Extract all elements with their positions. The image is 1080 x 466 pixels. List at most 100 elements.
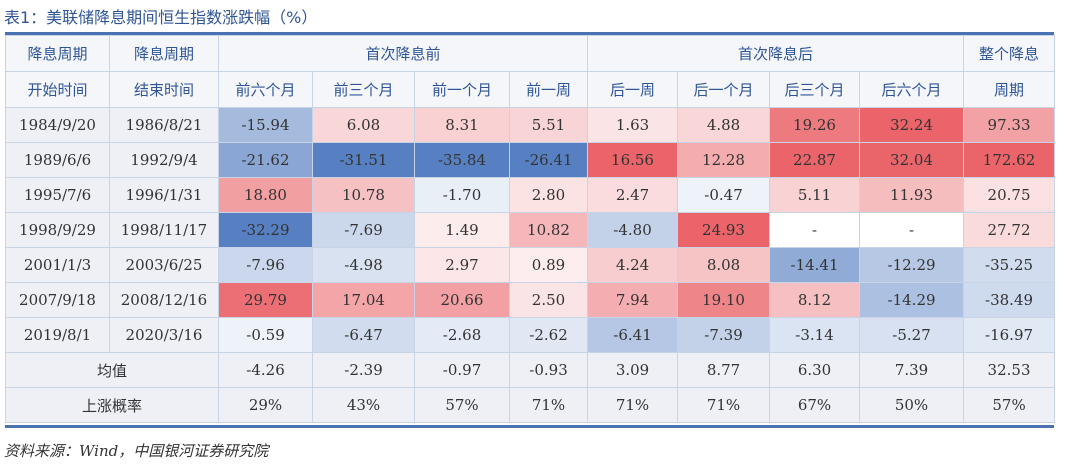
- header-before-group: 首次降息前: [217, 35, 589, 72]
- value-cell: 2.47: [587, 177, 679, 213]
- value-cell: -35.25: [963, 247, 1056, 283]
- header-before-1w: 前一周: [508, 71, 589, 108]
- summary-value-cell: 3.09: [587, 352, 679, 388]
- value-cell: 11.93: [859, 177, 965, 213]
- value-cell: -4.98: [312, 247, 415, 283]
- value-cell: 8.12: [769, 282, 861, 318]
- header-after-1m: 后一个月: [677, 71, 771, 108]
- data-table: 降息周期 降息周期 首次降息前 首次降息后 整个降息 开始时间 结束时间 前六个…: [5, 35, 1056, 423]
- value-cell: 2.50: [508, 282, 589, 318]
- value-cell: -38.49: [963, 282, 1056, 318]
- value-cell: -1.70: [414, 177, 510, 213]
- table-title: 表1：美联储降息期间恒生指数涨跌幅（%）: [4, 8, 318, 27]
- value-cell: -4.80: [587, 212, 679, 248]
- value-cell: 17.04: [312, 282, 415, 318]
- value-cell: -2.62: [508, 317, 589, 353]
- table-row: 1995/7/6 1996/1/31 18.80 10.78 -1.70 2.80 2.47…: [5, 177, 1056, 213]
- value-cell: 5.51: [508, 107, 589, 143]
- summary-value-cell: 57%: [414, 387, 510, 423]
- source-note: 资料来源：Wind，中国银河证券研究院: [4, 442, 269, 460]
- value-cell: 0.89: [508, 247, 589, 283]
- value-cell: -6.47: [312, 317, 415, 353]
- end-date-cell: 1996/1/31: [109, 177, 219, 213]
- value-cell: 32.04: [859, 142, 965, 178]
- summary-value-cell: 67%: [769, 387, 861, 423]
- value-cell: -5.27: [859, 317, 965, 353]
- value-cell: -16.97: [963, 317, 1056, 353]
- value-cell: -32.29: [218, 212, 313, 248]
- value-cell: 4.88: [677, 107, 771, 143]
- value-cell: -2.68: [414, 317, 510, 353]
- start-date-cell: 2007/9/18: [5, 282, 110, 318]
- summary-value-cell: -4.26: [218, 352, 313, 388]
- table-row: 2019/8/1 2020/3/16 -0.59 -6.47 -2.68 -2.62 -6.…: [5, 317, 1056, 353]
- value-cell: 8.08: [677, 247, 771, 283]
- table-row: 2007/9/18 2008/12/16 29.79 17.04 20.66 2.50 7.…: [5, 282, 1056, 318]
- value-cell: 24.93: [677, 212, 771, 248]
- summary-value-cell: 50%: [859, 387, 965, 423]
- summary-value-cell: -0.93: [508, 352, 589, 388]
- end-date-cell: 1992/9/4: [109, 142, 219, 178]
- value-cell: 1.63: [587, 107, 679, 143]
- value-cell: -31.51: [312, 142, 415, 178]
- value-cell: 10.78: [312, 177, 415, 213]
- value-cell: 2.97: [414, 247, 510, 283]
- value-cell: 20.66: [414, 282, 510, 318]
- value-cell: -14.41: [769, 247, 861, 283]
- summary-value-cell: 6.30: [769, 352, 861, 388]
- value-cell: 8.31: [414, 107, 510, 143]
- header-start-line1: 降息周期: [5, 35, 110, 72]
- value-cell: -6.41: [587, 317, 679, 353]
- top-rule: [5, 32, 1054, 35]
- end-date-cell: 2008/12/16: [109, 282, 219, 318]
- start-date-cell: 2001/1/3: [5, 247, 110, 283]
- table-row: 1998/9/29 1998/11/17 -32.29 -7.69 1.49 10.82-…: [5, 212, 1056, 248]
- value-cell: -: [859, 212, 965, 248]
- value-cell: 29.79: [218, 282, 313, 318]
- summary-label: 均值: [5, 352, 219, 388]
- value-cell: -7.69: [312, 212, 415, 248]
- end-date-cell: 2003/6/25: [109, 247, 219, 283]
- header-after-1w: 后一周: [587, 71, 679, 108]
- header-after-3m: 后三个月: [769, 71, 861, 108]
- header-whole-line1: 整个降息: [963, 35, 1056, 72]
- value-cell: 4.24: [587, 247, 679, 283]
- value-cell: -3.14: [769, 317, 861, 353]
- value-cell: -12.29: [859, 247, 965, 283]
- value-cell: 7.94: [587, 282, 679, 318]
- header-end-line1: 降息周期: [109, 35, 219, 72]
- value-cell: 97.33: [963, 107, 1056, 143]
- value-cell: -35.84: [414, 142, 510, 178]
- start-date-cell: 1998/9/29: [5, 212, 110, 248]
- value-cell: 32.24: [859, 107, 965, 143]
- summary-value-cell: 57%: [963, 387, 1056, 423]
- summary-value-cell: 8.77: [677, 352, 771, 388]
- header-before-1m: 前一个月: [414, 71, 510, 108]
- value-cell: -0.47: [677, 177, 771, 213]
- value-cell: 10.82: [508, 212, 589, 248]
- start-date-cell: 2019/8/1: [5, 317, 110, 353]
- end-date-cell: 1986/8/21: [109, 107, 219, 143]
- summary-label: 上涨概率: [5, 387, 219, 423]
- header-end-line2: 结束时间: [109, 71, 219, 108]
- value-cell: -: [769, 212, 861, 248]
- table-row: 1989/6/6 1992/9/4 -21.62 -31.51 -35.84 -26.41…: [5, 142, 1056, 178]
- value-cell: -26.41: [508, 142, 589, 178]
- header-before-3m: 前三个月: [312, 71, 415, 108]
- value-cell: -14.29: [859, 282, 965, 318]
- value-cell: 12.28: [677, 142, 771, 178]
- value-cell: 27.72: [963, 212, 1056, 248]
- value-cell: 19.26: [769, 107, 861, 143]
- table-row: 2001/1/3 2003/6/25 -7.96 -4.98 2.97 0.89 4.24 8…: [5, 247, 1056, 283]
- start-date-cell: 1989/6/6: [5, 142, 110, 178]
- summary-value-cell: 7.39: [859, 352, 965, 388]
- table-row: 1984/9/20 1986/8/21 -15.94 6.08 8.31 5.51 1.63…: [5, 107, 1056, 143]
- value-cell: 22.87: [769, 142, 861, 178]
- value-cell: 18.80: [218, 177, 313, 213]
- header-before-6m: 前六个月: [218, 71, 313, 108]
- value-cell: -15.94: [218, 107, 313, 143]
- summary-value-cell: 71%: [508, 387, 589, 423]
- header-after-group: 首次降息后: [587, 35, 965, 72]
- summary-value-cell: -2.39: [312, 352, 415, 388]
- end-date-cell: 2020/3/16: [109, 317, 219, 353]
